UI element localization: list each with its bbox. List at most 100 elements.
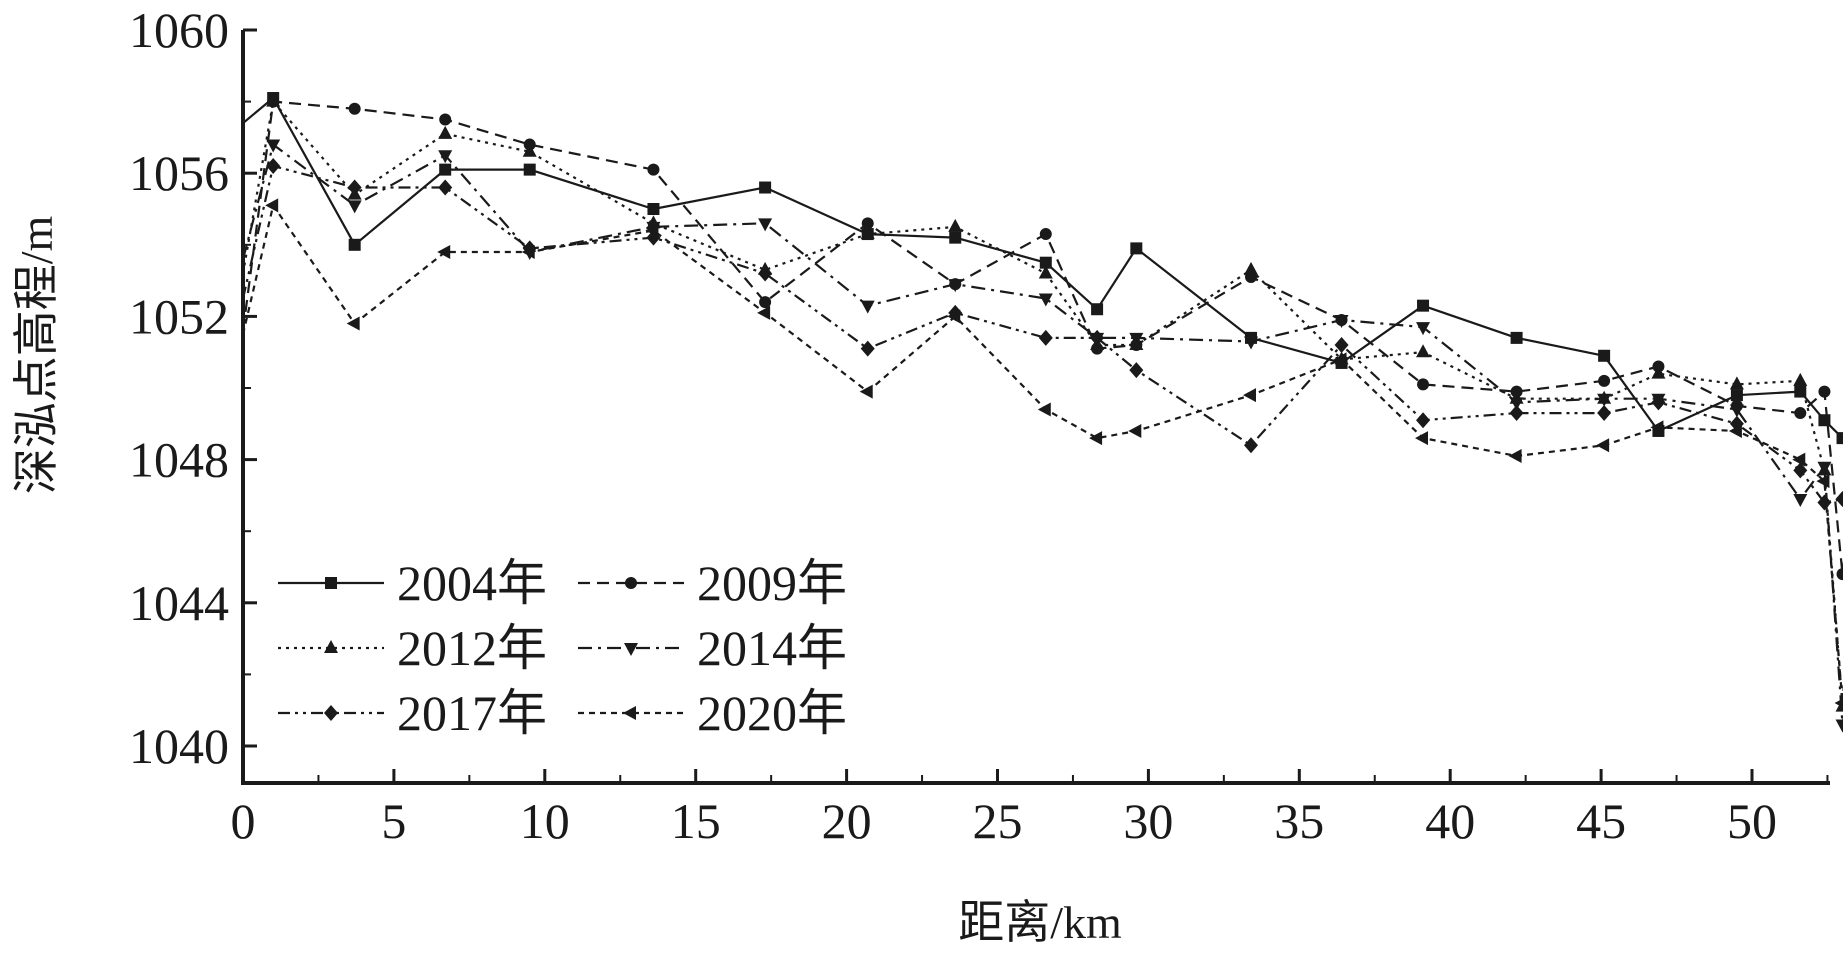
data-point bbox=[1128, 423, 1142, 438]
legend-label: 2009年 bbox=[697, 555, 847, 611]
data-point bbox=[347, 200, 362, 214]
legend-marker bbox=[324, 640, 338, 653]
data-point bbox=[1416, 344, 1431, 358]
data-point bbox=[1130, 242, 1143, 255]
x-tick-label: 15 bbox=[671, 793, 721, 849]
series-2020年 bbox=[241, 198, 1843, 708]
legend-item: 2014年 bbox=[578, 620, 847, 676]
x-tick-label: 40 bbox=[1425, 793, 1475, 849]
series-2017年 bbox=[241, 158, 1843, 511]
data-point bbox=[1417, 378, 1430, 391]
data-point bbox=[1038, 329, 1053, 346]
legend: 2004年 2009年 2012年 2014年 2017年 2020年 bbox=[278, 555, 847, 741]
data-point bbox=[1244, 336, 1259, 350]
data-point bbox=[647, 203, 660, 215]
data-point bbox=[1818, 385, 1831, 398]
data-point bbox=[1090, 329, 1105, 346]
data-point bbox=[1597, 405, 1612, 422]
data-point bbox=[347, 179, 362, 196]
data-point bbox=[266, 93, 281, 107]
y-tick-label: 1060 bbox=[129, 2, 229, 58]
legend-label: 2014年 bbox=[697, 620, 847, 676]
data-point bbox=[438, 125, 453, 139]
data-point bbox=[1334, 337, 1349, 354]
data-point bbox=[859, 384, 873, 399]
data-point bbox=[1038, 293, 1053, 307]
y-tick-label: 1056 bbox=[129, 145, 229, 201]
data-point bbox=[1597, 393, 1612, 407]
data-point bbox=[949, 231, 962, 244]
data-point bbox=[1794, 385, 1807, 398]
data-point bbox=[1039, 228, 1052, 241]
data-point bbox=[1244, 437, 1259, 454]
x-tick-label: 25 bbox=[973, 793, 1023, 849]
data-point bbox=[1416, 322, 1431, 336]
data-point bbox=[1509, 397, 1524, 411]
x-tick-label: 35 bbox=[1274, 793, 1324, 849]
legend-marker bbox=[324, 705, 338, 721]
data-point bbox=[1415, 431, 1429, 446]
legend-item: 2017年 bbox=[278, 685, 547, 741]
data-point bbox=[1650, 420, 1664, 435]
data-point bbox=[1333, 352, 1347, 367]
x-tick-label: 30 bbox=[1123, 793, 1173, 849]
data-point bbox=[1508, 449, 1522, 464]
data-point bbox=[948, 279, 963, 293]
data-point bbox=[1416, 412, 1431, 429]
legend-item: 2009年 bbox=[578, 555, 847, 611]
data-point bbox=[1651, 365, 1666, 379]
data-point bbox=[647, 163, 660, 176]
data-point bbox=[948, 218, 963, 232]
data-point bbox=[1038, 265, 1053, 279]
legend-label: 2004年 bbox=[397, 555, 547, 611]
data-point bbox=[1037, 402, 1051, 417]
data-point bbox=[1728, 423, 1742, 438]
data-point bbox=[348, 102, 361, 115]
data-point bbox=[759, 296, 772, 309]
data-point bbox=[1836, 432, 1843, 445]
x-tick-label: 50 bbox=[1727, 793, 1777, 849]
data-point bbox=[523, 163, 536, 176]
data-point bbox=[346, 316, 360, 331]
legend-marker bbox=[625, 577, 637, 589]
data-point bbox=[860, 340, 875, 357]
data-point bbox=[1039, 256, 1052, 269]
data-point bbox=[1793, 462, 1808, 479]
data-point bbox=[439, 113, 452, 126]
y-tick-label: 1052 bbox=[129, 288, 229, 344]
data-point bbox=[1729, 404, 1744, 418]
x-tick-label: 20 bbox=[822, 793, 872, 849]
data-point bbox=[266, 158, 281, 175]
data-point bbox=[1817, 494, 1832, 511]
data-point bbox=[1818, 414, 1831, 427]
data-point bbox=[1835, 719, 1843, 733]
data-point bbox=[1334, 314, 1349, 328]
legend-label: 2020年 bbox=[697, 685, 847, 741]
y-tick-label: 1048 bbox=[129, 432, 229, 488]
x-tick-label: 5 bbox=[381, 793, 406, 849]
data-point bbox=[860, 300, 875, 314]
data-point bbox=[438, 150, 453, 164]
data-point bbox=[1243, 388, 1257, 403]
data-point bbox=[757, 305, 771, 320]
data-point bbox=[645, 223, 659, 238]
data-point bbox=[860, 226, 875, 240]
data-point bbox=[1651, 394, 1666, 411]
data-point bbox=[1596, 438, 1610, 453]
legend-label: 2017年 bbox=[397, 685, 547, 741]
data-point bbox=[1129, 362, 1144, 379]
y-axis-title: 深泓点高程/m bbox=[11, 216, 62, 495]
legend-marker bbox=[623, 706, 636, 720]
data-point bbox=[438, 179, 453, 196]
x-tick-label: 45 bbox=[1576, 793, 1626, 849]
data-point bbox=[758, 218, 773, 232]
series-layer bbox=[241, 92, 1843, 733]
data-point bbox=[1510, 331, 1523, 344]
data-point bbox=[1834, 698, 1843, 708]
y-tick-label: 1040 bbox=[129, 718, 229, 774]
legend-marker bbox=[624, 643, 638, 656]
data-point bbox=[1244, 261, 1259, 275]
data-point bbox=[521, 244, 535, 259]
data-point bbox=[1817, 461, 1832, 475]
legend-marker bbox=[325, 577, 337, 589]
